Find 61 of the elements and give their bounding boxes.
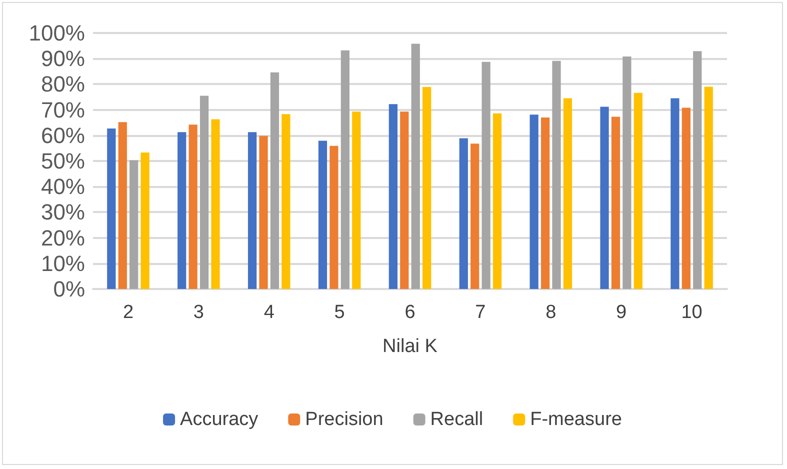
bar bbox=[282, 114, 290, 289]
x-tick-label: 3 bbox=[193, 302, 204, 323]
y-tick-label: 70% bbox=[40, 97, 85, 122]
y-tick-label: 50% bbox=[40, 148, 85, 174]
bar bbox=[318, 140, 328, 289]
bar bbox=[340, 50, 350, 289]
y-tick-label: 20% bbox=[40, 225, 85, 250]
y-tick-label: 30% bbox=[40, 200, 85, 225]
y-tick-label: 60% bbox=[40, 122, 85, 148]
x-tick-label: 6 bbox=[404, 302, 416, 323]
bar bbox=[118, 122, 127, 289]
bar bbox=[470, 144, 480, 289]
bar bbox=[611, 116, 620, 289]
bar bbox=[130, 160, 138, 289]
bar bbox=[211, 119, 220, 289]
bar bbox=[259, 136, 268, 289]
bar bbox=[330, 146, 338, 289]
y-tick-label: 100% bbox=[28, 20, 85, 46]
bar bbox=[492, 113, 502, 289]
bar bbox=[530, 114, 538, 289]
bar bbox=[600, 106, 609, 289]
bar bbox=[693, 51, 702, 289]
bar bbox=[388, 104, 398, 289]
y-tick-label: 80% bbox=[40, 72, 85, 97]
y-tick-label: 10% bbox=[40, 250, 85, 276]
y-tick-label: 90% bbox=[40, 46, 85, 72]
x-tick-label: 10 bbox=[681, 302, 702, 323]
bar bbox=[563, 98, 572, 289]
bar bbox=[552, 60, 561, 289]
x-tick-label: 4 bbox=[264, 302, 275, 323]
legend-label: Precision bbox=[305, 409, 384, 430]
y-tick-label: 0% bbox=[53, 276, 85, 302]
bar bbox=[634, 92, 642, 289]
legend-label: F-measure bbox=[530, 409, 622, 430]
bar bbox=[270, 72, 280, 289]
bar bbox=[248, 132, 257, 289]
bar bbox=[352, 112, 361, 289]
bar bbox=[622, 56, 632, 289]
legend-label: Accuracy bbox=[180, 409, 259, 430]
bar bbox=[411, 44, 420, 289]
bar bbox=[459, 138, 468, 289]
bar bbox=[178, 132, 186, 289]
legend-label: Recall bbox=[430, 409, 484, 430]
bar bbox=[704, 86, 713, 289]
bar bbox=[540, 117, 550, 289]
x-tick-label: 9 bbox=[616, 302, 627, 323]
bar bbox=[422, 87, 432, 289]
bar bbox=[682, 108, 690, 289]
y-tick-label: 40% bbox=[40, 174, 85, 200]
x-tick-label: 7 bbox=[475, 302, 486, 323]
x-tick-label: 2 bbox=[122, 302, 134, 323]
bar bbox=[107, 128, 116, 289]
x-tick-label: 5 bbox=[334, 302, 345, 323]
bar bbox=[400, 112, 409, 289]
bar bbox=[670, 98, 680, 289]
bar bbox=[200, 96, 209, 289]
x-tick-label: 8 bbox=[546, 302, 556, 323]
bar bbox=[482, 62, 490, 289]
x-axis-title: Nilai K bbox=[382, 336, 438, 357]
bar bbox=[188, 124, 198, 289]
bar bbox=[140, 152, 150, 289]
